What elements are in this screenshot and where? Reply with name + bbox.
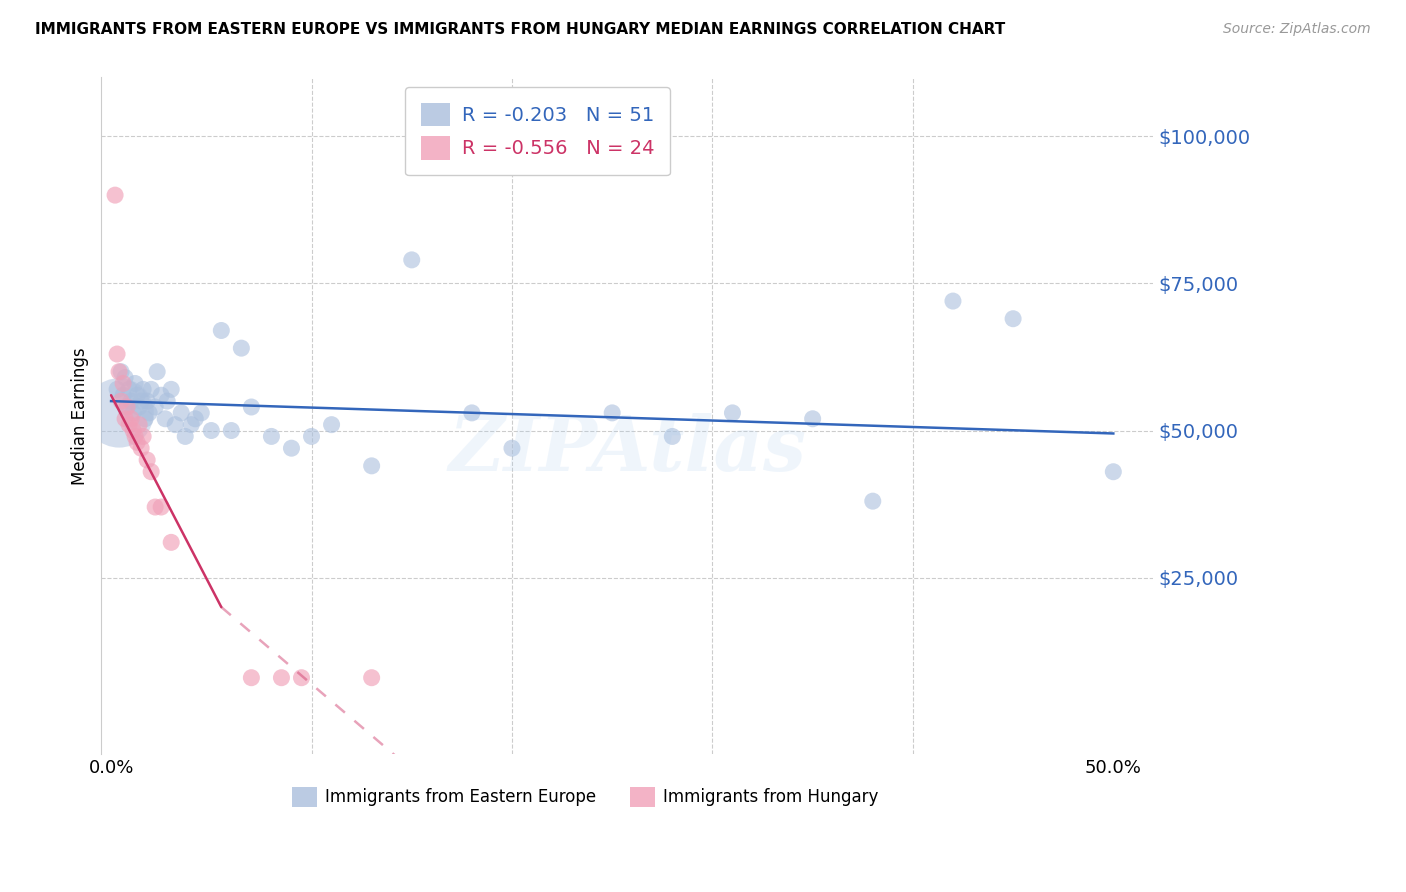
Point — [141, 465, 163, 479]
Point — [115, 400, 138, 414]
Point — [114, 411, 136, 425]
Point — [124, 429, 146, 443]
Point — [321, 417, 343, 432]
Point — [132, 429, 155, 443]
Point — [129, 394, 152, 409]
Point — [122, 424, 145, 438]
Point — [942, 294, 965, 309]
Point — [360, 671, 382, 685]
Point — [280, 441, 302, 455]
Point — [240, 400, 263, 414]
Point — [1102, 465, 1125, 479]
Point — [170, 406, 193, 420]
Point — [190, 406, 212, 420]
Point — [401, 252, 423, 267]
Point — [156, 394, 179, 409]
Point — [127, 435, 149, 450]
Point — [108, 365, 131, 379]
Point — [110, 365, 132, 379]
Point — [141, 382, 163, 396]
Text: IMMIGRANTS FROM EASTERN EUROPE VS IMMIGRANTS FROM HUNGARY MEDIAN EARNINGS CORREL: IMMIGRANTS FROM EASTERN EUROPE VS IMMIGR… — [35, 22, 1005, 37]
Point — [160, 535, 183, 549]
Point — [862, 494, 884, 508]
Point — [132, 382, 155, 396]
Point — [150, 388, 173, 402]
Point — [360, 458, 382, 473]
Point — [105, 347, 128, 361]
Point — [721, 406, 744, 420]
Legend: Immigrants from Eastern Europe, Immigrants from Hungary: Immigrants from Eastern Europe, Immigran… — [285, 780, 884, 814]
Point — [128, 417, 150, 432]
Point — [270, 671, 292, 685]
Text: Source: ZipAtlas.com: Source: ZipAtlas.com — [1223, 22, 1371, 37]
Point — [128, 400, 150, 414]
Point — [221, 424, 243, 438]
Point — [160, 382, 183, 396]
Point — [120, 394, 142, 409]
Point — [661, 429, 683, 443]
Point — [120, 411, 142, 425]
Y-axis label: Median Earnings: Median Earnings — [72, 347, 89, 484]
Point — [209, 324, 232, 338]
Point — [129, 441, 152, 455]
Point — [801, 411, 824, 425]
Point — [290, 671, 312, 685]
Point — [240, 671, 263, 685]
Point — [150, 500, 173, 514]
Point — [127, 388, 149, 402]
Point — [118, 417, 141, 432]
Point — [153, 411, 176, 425]
Point — [143, 500, 166, 514]
Point — [200, 424, 222, 438]
Point — [180, 417, 202, 432]
Point — [1002, 311, 1025, 326]
Point — [114, 370, 136, 384]
Point — [104, 188, 127, 202]
Point — [108, 406, 131, 420]
Point — [301, 429, 323, 443]
Point — [143, 400, 166, 414]
Point — [124, 376, 146, 391]
Point — [138, 406, 160, 420]
Point — [110, 394, 132, 409]
Point — [501, 441, 523, 455]
Text: ZIPAtlas: ZIPAtlas — [449, 413, 806, 487]
Point — [136, 394, 159, 409]
Point — [174, 429, 197, 443]
Point — [461, 406, 484, 420]
Point — [231, 341, 253, 355]
Point — [112, 388, 135, 402]
Point — [184, 411, 207, 425]
Point — [115, 400, 138, 414]
Point — [122, 406, 145, 420]
Point — [260, 429, 283, 443]
Point — [146, 365, 169, 379]
Point — [118, 382, 141, 396]
Point — [600, 406, 623, 420]
Point — [112, 376, 135, 391]
Point — [136, 453, 159, 467]
Point — [165, 417, 187, 432]
Point — [134, 411, 156, 425]
Point — [105, 382, 128, 396]
